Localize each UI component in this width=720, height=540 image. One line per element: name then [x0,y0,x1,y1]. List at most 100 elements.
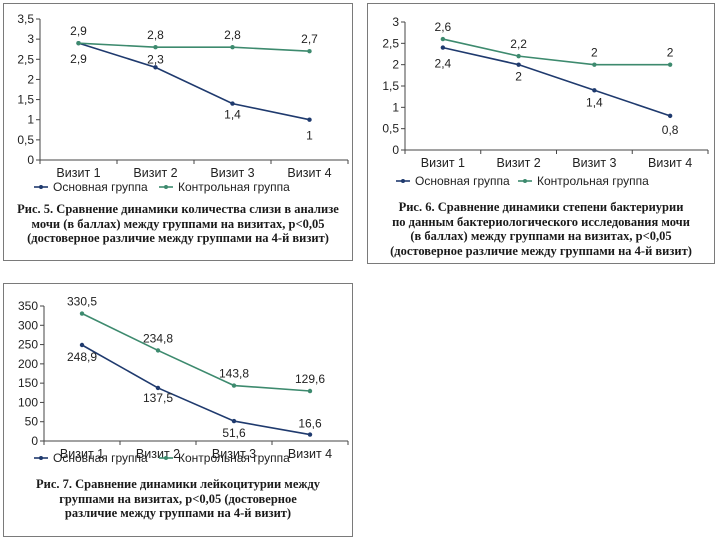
data-label-main: 2 [515,70,522,84]
legend-marker [39,185,43,189]
data-point-main [153,65,158,70]
y-tick-label: 200 [18,357,38,371]
x-tick-label: Визит 4 [288,447,332,461]
caption-fig6: Рис. 6. Сравнение динамики степени бакте… [372,200,710,258]
legend-marker [401,179,405,183]
legend-label: Контрольная группа [178,180,290,194]
data-label-control: 2,8 [224,28,241,42]
data-label-main: 1 [306,129,313,143]
data-label-control: 129,6 [295,372,325,386]
data-label-main: 51,6 [222,426,246,440]
legend-marker [39,456,43,460]
y-tick-label: 0 [27,153,34,167]
caption-line: (достоверное различие между группами на … [27,231,329,245]
legend-marker [164,185,168,189]
y-tick-label: 2,5 [382,36,399,50]
x-tick-label: Визит 3 [210,166,254,180]
caption-line: Рис. 6. Сравнение динамики степени бакте… [398,200,684,214]
chart-panel-fig6: 0 0,5 1 1,5 2 2,5 3 Визит 1 Визит 2 Визит 3 Визит … [367,3,715,264]
x-tick-label: Визит 1 [56,166,100,180]
series-line-control [81,312,311,392]
series-line-main [442,46,671,117]
caption-line: Рис. 5. Сравнение динамики количества сл… [17,202,339,216]
data-point-control [153,45,158,50]
data-point-control [79,311,85,316]
data-point-control [307,49,312,54]
y-tick-label: 50 [25,415,39,429]
data-label-control: 2,8 [147,28,164,42]
data-point-control [230,45,235,50]
data-label-control: 2,9 [70,24,87,38]
y-tick-label: 2 [27,72,34,86]
data-label-main: 1,4 [586,95,603,109]
caption-fig7: Рис. 7. Сравнение динамики лейкоцитурии … [8,477,348,521]
y-tick-label: 0 [31,434,38,448]
y-tick-label: 3 [27,32,34,46]
data-point-main [231,418,237,424]
series-line-main [78,42,310,121]
data-point-control [667,62,673,67]
y-tick-label: 1 [27,113,34,127]
data-label-control: 2,6 [435,20,452,34]
data-point-main [155,385,161,391]
caption-line: Рис. 7. Сравнение динамики лейкоцитурии … [35,477,321,491]
data-point-control [440,36,446,42]
data-point-main [79,342,85,348]
legend-marker [164,456,168,460]
chart-fig6: 0 0,5 1 1,5 2 2,5 3 Визит 1 Визит 2 Визит 3 Визит … [382,15,709,188]
y-tick-label: 300 [18,318,38,332]
data-label-main: 16,6 [298,417,322,431]
y-tick-label: 0,5 [382,122,399,136]
chart-fig5: 0 0,5 1 1,5 2 2,5 3 3,5 Визит 1 Визит 2 Визит 3 Виз… [17,12,349,194]
y-tick-label: 3 [392,15,399,29]
data-point-control [231,383,237,388]
legend-label: Основная группа [53,451,148,465]
data-label-main: 248,9 [67,350,97,364]
data-point-control [155,348,161,353]
x-tick-label: Визит 3 [572,156,616,170]
data-label-main: 2,9 [70,52,87,66]
data-point-main [307,432,313,437]
x-tick-label: Визит 1 [421,156,465,170]
data-label-main: 2,3 [147,52,164,66]
data-label-control: 234,8 [143,331,173,345]
caption-line: мочи (в баллах) между группами на визита… [31,216,325,231]
legend-label: Контрольная группа [537,174,649,188]
legend-label: Основная группа [53,180,148,194]
series-line-control [442,38,671,66]
data-label-main: 1,4 [224,108,241,122]
x-tick-label: Визит 2 [497,156,541,170]
caption-line: (в баллах) между группами на визитах, р<… [410,229,672,243]
chart-panel-fig5: 0 0,5 1 1,5 2 2,5 3 3,5 Визит 1 Визит 2 Визит 3 Виз… [3,3,353,261]
data-point-control [592,62,597,67]
y-tick-label: 1,5 [17,93,34,107]
data-point-main [592,88,597,93]
data-point-main [516,62,521,67]
y-tick-label: 2,5 [17,52,34,66]
y-tick-label: 250 [18,338,38,352]
data-point-main [667,113,673,119]
caption-line: группами на визитах, р<0,05 (достоверное [59,491,297,506]
y-tick-label: 0 [392,143,399,157]
y-tick-label: 0,5 [17,133,34,147]
y-tick-label: 1,5 [382,79,399,93]
data-label-control: 330,5 [67,295,97,309]
data-label-control: 2 [667,46,674,60]
data-label-main: 2,4 [435,57,452,71]
y-tick-label: 100 [18,395,38,409]
x-tick-label: Визит 2 [133,166,177,180]
data-point-control [307,388,313,394]
y-tick-label: 2 [392,58,399,72]
y-tick-label: 150 [18,376,38,390]
x-tick-label: Визит 1 [60,447,104,461]
data-point-main [230,101,235,106]
data-point-control [516,53,521,59]
series-line-main [81,344,311,436]
data-point-main [307,117,312,122]
caption-line: по данным бактериологического исследован… [392,214,690,229]
x-tick-label: Визит 4 [287,166,331,180]
data-label-main: 137,5 [143,391,173,405]
data-point-control [76,40,81,46]
legend-label: Основная группа [415,174,510,188]
